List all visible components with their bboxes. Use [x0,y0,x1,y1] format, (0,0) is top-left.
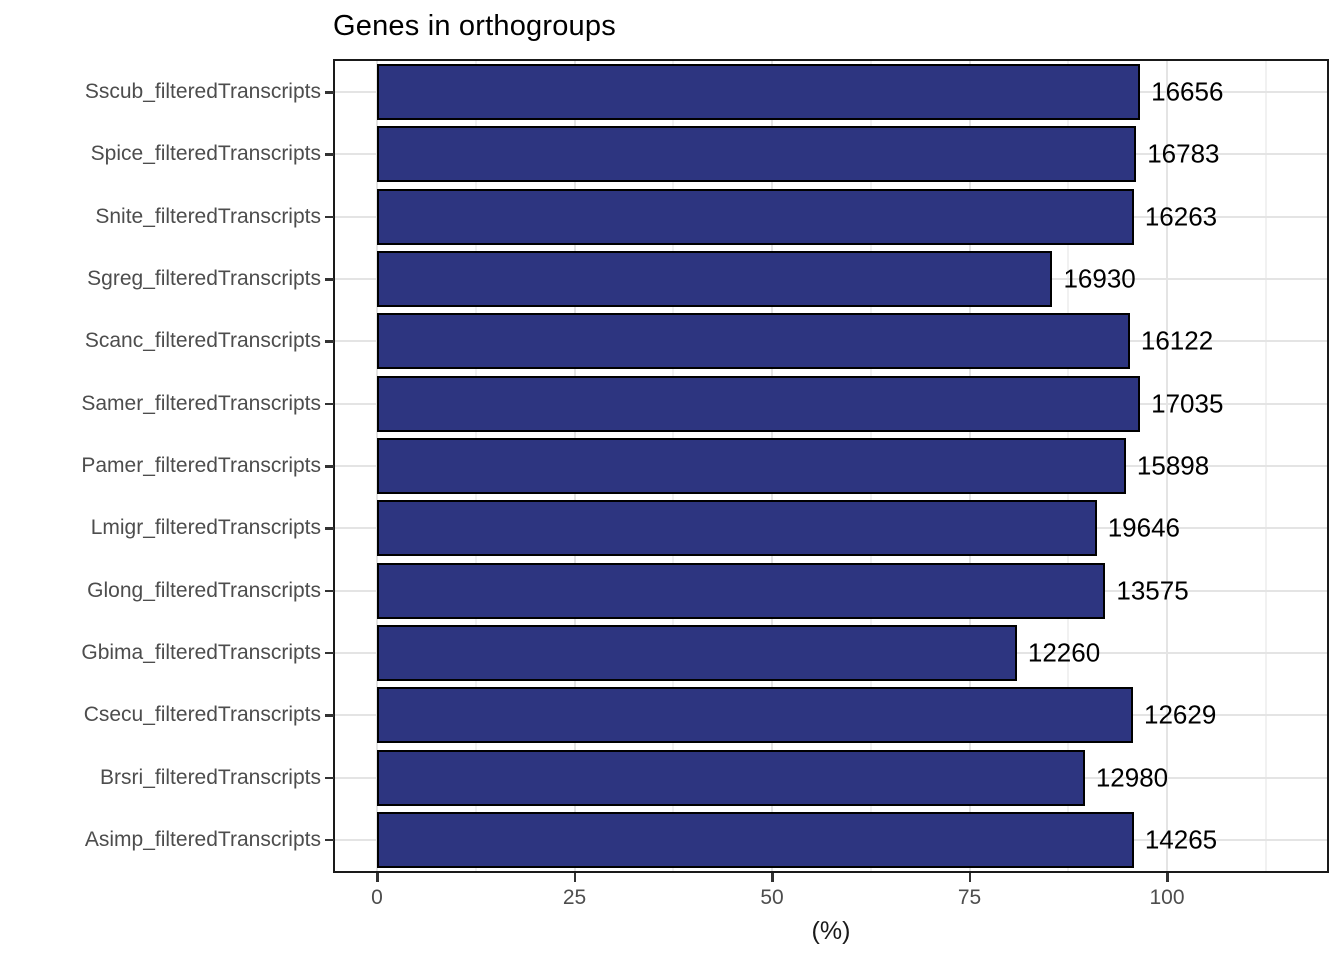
x-axis-tick-label: 50 [760,886,784,909]
bar-value-label: 16122 [1140,325,1214,356]
bar-row: 12629 [335,684,1327,746]
y-axis-tick-label: Sgreg_filteredTranscripts [87,267,321,291]
bar-row: 13575 [335,559,1327,621]
bar [377,811,1134,868]
y-axis-tick-label: Asimp_filteredTranscripts [84,827,321,851]
bar-value-label: 16263 [1144,201,1218,232]
bar-row: 14265 [335,809,1327,871]
y-axis-tick-mark [325,91,334,94]
bar [377,188,1134,245]
bar-value-label: 13575 [1116,575,1189,606]
x-axis-title: (%) [811,917,851,945]
x-axis-tick-label: 25 [562,886,587,909]
y-axis-tick-mark [325,215,334,219]
y-axis-tick-label: Scanc_filteredTranscripts [84,329,321,353]
x-axis-tick-mark [968,873,971,882]
bar [377,624,1017,681]
x-axis-tick-label: 100 [1149,886,1185,909]
bar [377,251,1053,308]
bar [377,64,1141,121]
bar-value-label: 16656 [1151,76,1224,107]
bar [377,687,1134,744]
bar-row: 19646 [335,497,1327,559]
y-axis-tick-label: Pamer_filteredTranscripts [81,454,321,477]
bar-value-label: 19646 [1107,512,1180,543]
bar-value-label: 15898 [1136,450,1210,481]
bar [377,749,1085,806]
bar [377,500,1097,557]
bar-value-label: 16930 [1063,263,1136,294]
y-axis-tick-label: Sscub_filteredTranscripts [84,80,321,104]
bar [377,375,1141,432]
y-axis-tick-mark [325,776,334,780]
y-axis-tick-label: Samer_filteredTranscripts [81,391,321,415]
bar-value-label: 12980 [1095,762,1169,793]
x-axis-tick-mark [376,873,379,882]
y-axis-tick-label: Glong_filteredTranscripts [87,578,321,602]
bar-row: 17035 [335,373,1327,435]
bar-row: 16783 [335,123,1327,185]
bar-value-label: 17035 [1151,388,1224,419]
y-axis-tick-mark [325,340,334,343]
bar-value-label: 16783 [1147,138,1220,169]
y-axis-tick-label: Gbima_filteredTranscripts [81,640,321,664]
x-axis-tick-label: 75 [957,886,982,909]
bar [377,126,1137,183]
y-axis-tick-mark [325,153,334,156]
plot-panel: 16656 16783 16263 16930 16122 17035 15898 19646… [333,59,1329,873]
bar [377,313,1130,370]
x-axis-tick-mark [1166,873,1169,882]
x-axis-tick-label: 0 [371,886,383,909]
y-axis-tick-mark [325,714,334,717]
y-axis-tick-mark [325,278,334,281]
bar-row: 16122 [335,310,1327,372]
bar-row: 16656 [335,61,1327,123]
bar-value-label: 12260 [1027,637,1101,668]
y-axis-tick-mark [325,838,334,842]
y-axis-tick-label: Snite_filteredTranscripts [95,204,321,228]
y-axis-tick-mark [325,651,334,655]
y-axis-tick-label: Brsri_filteredTranscripts [100,765,321,789]
y-axis-tick-mark [325,465,334,468]
y-axis-tick-label: Csecu_filteredTranscripts [83,703,321,727]
bar-row: 16263 [335,186,1327,248]
bar [377,562,1106,619]
y-axis-tick-label: Lmigr_filteredTranscripts [90,516,321,540]
bar-row: 12980 [335,746,1327,808]
chart-title: Genes in orthogroups [333,10,616,42]
bar-row: 12260 [335,622,1327,684]
x-axis-tick-mark [771,873,774,882]
y-axis-tick-label: Spice_filteredTranscripts [90,142,321,166]
bar-value-label: 14265 [1144,824,1218,855]
bar [377,437,1126,494]
bar-row: 15898 [335,435,1327,497]
y-axis-tick-mark [325,527,334,530]
y-axis-tick-mark [325,589,334,593]
y-axis-tick-mark [325,402,334,406]
x-axis-tick-mark [573,873,576,882]
bar-row: 16930 [335,248,1327,310]
bar-value-label: 12629 [1144,699,1217,730]
